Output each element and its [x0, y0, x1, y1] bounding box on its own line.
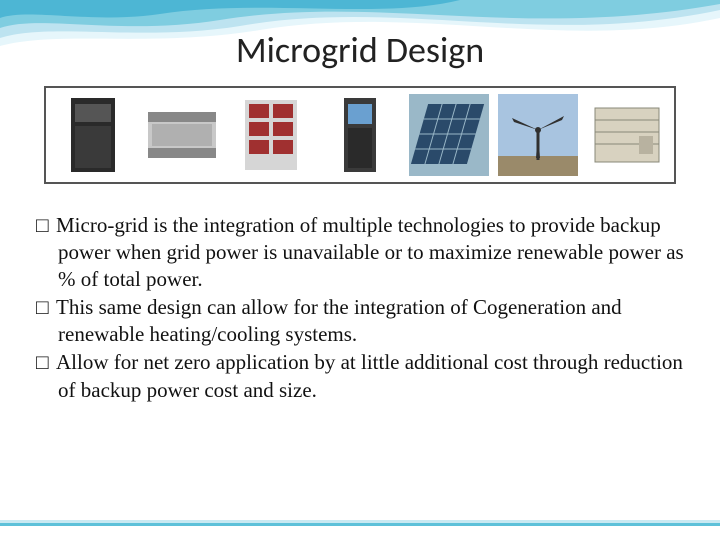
thumb-solar-panel	[406, 94, 492, 176]
bullet-2: □This same design can allow for the inte…	[36, 294, 690, 348]
bullet-1-text: Micro-grid is the integration of multipl…	[56, 213, 684, 291]
thumb-battery-rack	[228, 94, 314, 176]
bullet-marker-icon: □	[36, 213, 56, 239]
bullet-1: □Micro-grid is the integration of multip…	[36, 212, 690, 292]
thumb-inverter	[139, 94, 225, 176]
thumb-charge-controller	[317, 94, 403, 176]
thumb-ups	[50, 94, 136, 176]
bullet-3-text: Allow for net zero application by at lit…	[56, 350, 683, 401]
slide-body: □Micro-grid is the integration of multip…	[0, 212, 720, 403]
thumb-generator	[584, 94, 670, 176]
bullet-marker-icon: □	[36, 350, 56, 376]
technology-image-strip	[44, 86, 676, 184]
thumb-wind-turbine	[495, 94, 581, 176]
bullet-3: □Allow for net zero application by at li…	[36, 349, 690, 403]
footer-wave	[0, 520, 720, 526]
bullet-marker-icon: □	[36, 295, 56, 321]
bullet-2-text: This same design can allow for the integ…	[56, 295, 622, 346]
slide-title: Microgrid Design	[0, 28, 720, 72]
